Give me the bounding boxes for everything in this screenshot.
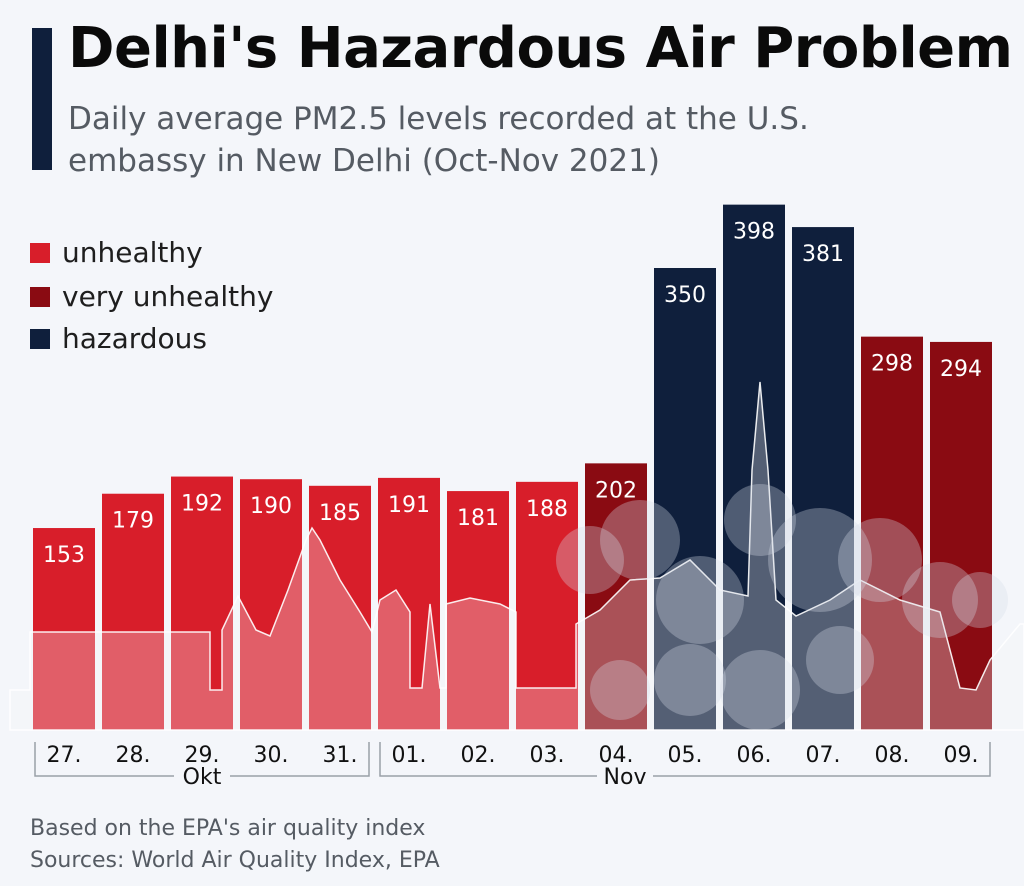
bar-value-label: 192: [181, 492, 223, 517]
chart-subtitle: Daily average PM2.5 levels recorded at t…: [68, 101, 809, 179]
x-tick-label: 30.: [254, 743, 289, 768]
smog-cloud: [656, 556, 744, 644]
legend-label: unhealthy: [62, 236, 203, 269]
bar-value-label: 350: [664, 283, 706, 308]
legend-swatch: [30, 287, 50, 307]
skyline-layer: [9, 381, 1024, 731]
bars-layer: [33, 204, 992, 730]
bar: [240, 479, 302, 730]
x-tick-label: 07.: [806, 743, 841, 768]
x-tick-label: 01.: [392, 743, 427, 768]
smog-cloud: [654, 644, 726, 716]
x-tick-label: 29.: [185, 743, 220, 768]
bar-value-label: 294: [940, 357, 982, 382]
bar: [723, 204, 785, 730]
bar-value-label: 188: [526, 497, 568, 522]
bar-value-label: 191: [388, 493, 430, 518]
bar: [102, 493, 164, 730]
bar-value-label: 381: [802, 242, 844, 267]
x-tick-label: 08.: [875, 743, 910, 768]
x-tick-label: 27.: [47, 743, 82, 768]
x-tick-labels: 27. 28. 29. 30. 31. 01. 02. 03. 04. 05. 06. 07. 08. 0…: [47, 743, 979, 768]
bar: [861, 336, 923, 730]
bar-value-label: 153: [43, 543, 85, 568]
chart-title: Delhi's Hazardous Air Problem: [68, 16, 1013, 81]
bar-value-label: 398: [733, 220, 775, 245]
smog-cloud: [600, 500, 680, 580]
smog-cloud: [556, 526, 624, 594]
smog-cloud: [838, 518, 922, 602]
month-group-label: Nov: [604, 765, 647, 790]
smog-cloud: [902, 562, 978, 638]
footer-sources: Sources: World Air Quality Index, EPA: [30, 848, 440, 873]
smog-cloud: [806, 626, 874, 694]
month-group-bracket: [379, 742, 991, 777]
bar-value-label: 190: [250, 494, 292, 519]
month-group-label: Okt: [183, 765, 222, 790]
legend-item-very-unhealthy: very unhealthy: [30, 280, 273, 313]
bar: [930, 341, 992, 730]
x-tick-label: 02.: [461, 743, 496, 768]
x-tick-label: 28.: [116, 743, 151, 768]
month-groups: Okt Nov: [34, 742, 991, 790]
month-label-background: [597, 764, 653, 788]
bar-value-label: 298: [871, 352, 913, 377]
smog-cloud: [952, 572, 1008, 628]
bar: [585, 463, 647, 730]
bar-value-label: 181: [457, 506, 499, 531]
bar: [33, 528, 95, 730]
x-tick-label: 09.: [944, 743, 979, 768]
legend-label: hazardous: [62, 322, 208, 355]
skyline-silhouette: [9, 381, 1024, 731]
bar-value-label: 202: [595, 478, 637, 503]
bar-value-label: 185: [319, 501, 361, 526]
bar: [654, 268, 716, 730]
month-label-background: [174, 764, 230, 788]
legend-item-unhealthy: unhealthy: [30, 236, 203, 269]
bar-labels-layer: 153 179 192 190 185 191 181 188 202 350 398 381 298 2…: [43, 220, 982, 568]
smog-cloud: [724, 484, 796, 556]
bar: [447, 491, 509, 730]
smog-cloud: [768, 508, 872, 612]
x-tick-label: 31.: [323, 743, 358, 768]
legend-item-hazardous: hazardous: [30, 322, 207, 355]
x-tick-label: 06.: [737, 743, 772, 768]
bar-value-label: 179: [112, 509, 154, 534]
smog-cloud: [720, 650, 800, 730]
title-accent-bar: [32, 28, 52, 170]
legend-label: very unhealthy: [62, 280, 274, 313]
x-tick-label: 03.: [530, 743, 565, 768]
footer-note: Based on the EPA's air quality index: [30, 816, 426, 841]
bar: [309, 485, 371, 730]
legend-swatch: [30, 243, 50, 263]
smog-cloud: [590, 660, 650, 720]
x-tick-label: 04.: [599, 743, 634, 768]
legend-swatch: [30, 329, 50, 349]
bar: [792, 227, 854, 730]
x-tick-label: 05.: [668, 743, 703, 768]
